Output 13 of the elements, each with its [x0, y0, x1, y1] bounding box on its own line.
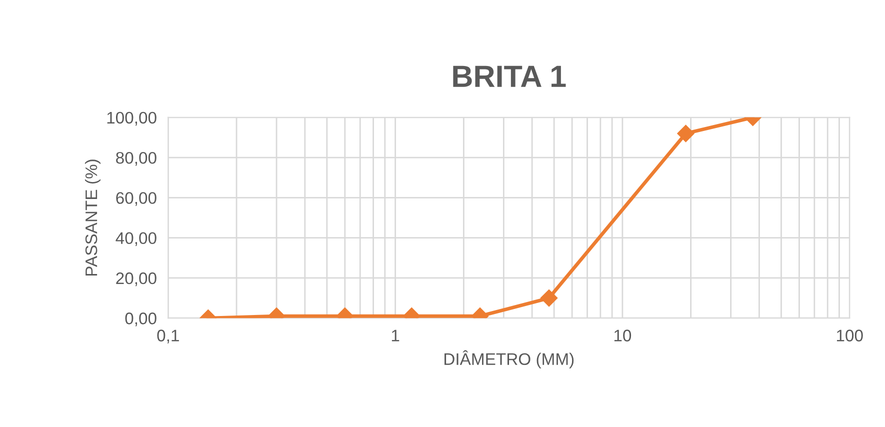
- y-tick-label: 80,00: [116, 152, 156, 166]
- x-tick-label: 0,1: [157, 330, 179, 344]
- y-tick-label: 20,00: [116, 272, 156, 286]
- x-tick-label: 100: [836, 330, 863, 342]
- x-tick-label: 10: [614, 330, 632, 342]
- chart-title: BRITA 1: [453, 66, 566, 87]
- x-axis-title: DIÂMETRO (MM): [444, 350, 574, 368]
- y-axis-title: PASSANTE (%): [84, 160, 101, 276]
- y-tick-label: 100,00: [107, 112, 156, 126]
- x-tick-label: 1: [392, 330, 400, 342]
- y-tick-label: 0,00: [125, 312, 156, 326]
- y-tick-label: 40,00: [116, 232, 156, 246]
- y-tick-label: 60,00: [116, 192, 156, 206]
